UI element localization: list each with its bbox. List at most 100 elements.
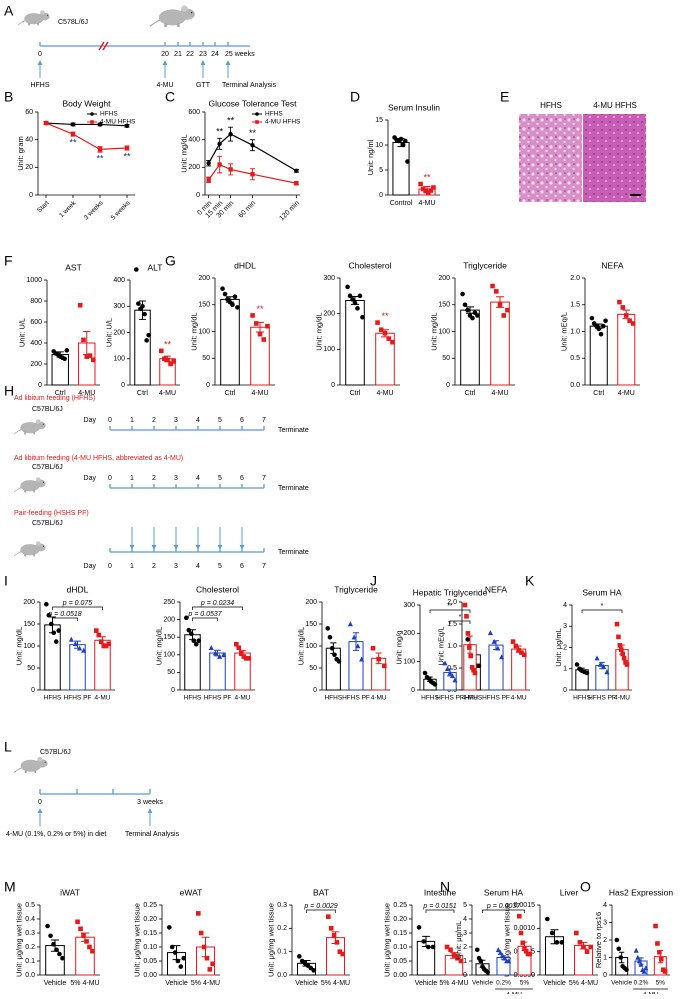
y-tick-label: 0.2 (277, 925, 287, 932)
data-point (46, 612, 52, 618)
data-point (487, 630, 493, 636)
panel-letter: K (525, 573, 535, 589)
data-point (466, 645, 472, 650)
significance-label: ** (123, 151, 131, 161)
day-number: 4 (196, 563, 200, 570)
y-tick-label: 100 (438, 328, 450, 335)
x-tick-label: Ctrl (225, 390, 236, 397)
y-tick-label: 150 (23, 621, 35, 628)
day-number: 5 (218, 417, 222, 424)
chart-title: Hepatic Triglyceride (413, 587, 488, 597)
chart-title: Triglyceride (334, 584, 378, 594)
bar (392, 142, 410, 196)
panel-letter: F (4, 253, 13, 269)
mouse-icon (14, 756, 48, 774)
y-tick-label: 2.0 (570, 275, 580, 282)
day-label: Day (84, 475, 97, 482)
legend-marker (255, 120, 259, 124)
data-point (171, 359, 176, 364)
y-tick-label: 0.3 (25, 930, 35, 937)
data-point (627, 318, 632, 324)
bar (488, 644, 504, 691)
y-tick-label: 0.0 (570, 382, 580, 389)
y-tick-label: 0 (331, 382, 335, 389)
y-tick-label: 4 (603, 902, 607, 909)
data-point (519, 650, 524, 655)
day-number: 2 (152, 475, 156, 482)
data-point (589, 315, 595, 321)
data-point (204, 955, 210, 961)
row-label: Ad libitum feeding (4-MU HFHS, abbreviat… (14, 455, 183, 462)
data-point (332, 652, 337, 658)
y-tick-label: 400 (30, 340, 42, 347)
x-tick-label: Ctrl (593, 390, 604, 397)
data-point (545, 916, 550, 922)
day-number: 5 (218, 475, 222, 482)
data-point (328, 926, 334, 931)
panel-letter: D (350, 89, 360, 105)
x-tick-label: Vehicle (611, 980, 632, 987)
y-tick-label: 100 (305, 643, 317, 650)
data-point (181, 955, 186, 961)
x-tick-label: 4-MU (618, 390, 635, 397)
bar (220, 298, 240, 386)
data-point (159, 348, 164, 354)
y-tick-label: 200 (198, 275, 210, 282)
data-point (54, 947, 59, 953)
data-point (464, 614, 469, 619)
data-point (228, 167, 233, 172)
data-point (206, 160, 211, 166)
data-point (325, 626, 331, 631)
y-axis-label: Unit: ng/ml (366, 139, 375, 175)
tick-label: 20 (161, 51, 169, 58)
data-point (490, 283, 495, 289)
data-point (294, 168, 299, 173)
x-tick-label: HFHS (44, 695, 62, 702)
data-point (497, 302, 503, 308)
y-tick-label: 0.5 (25, 902, 35, 909)
y-axis-label: Unit: mg/dL (429, 312, 438, 350)
comparison-label: p = 0.0037 (486, 903, 521, 910)
data-point (134, 267, 139, 272)
y-tick-label: 1 (603, 954, 607, 961)
data-point (84, 354, 90, 359)
data-point (44, 601, 49, 607)
data-point (616, 634, 621, 640)
tick-label: 22 (186, 51, 194, 58)
panel-letter: O (580, 879, 591, 895)
significance-label: ** (69, 138, 77, 148)
data-point (588, 944, 593, 950)
x-tick-label: 4-MU (371, 695, 387, 702)
data-point (340, 951, 345, 957)
data-point (518, 930, 524, 936)
y-tick-label: 20 (25, 164, 33, 171)
x-tick-label: HFHS PF (342, 695, 370, 702)
data-point (426, 944, 431, 950)
data-point (522, 946, 527, 951)
data-point (70, 122, 76, 127)
day-number: 3 (174, 475, 178, 482)
data-point (418, 181, 423, 187)
data-point (196, 638, 201, 644)
data-point (430, 944, 436, 950)
data-point (465, 637, 471, 642)
y-tick-label: 200 (305, 599, 317, 606)
y-tick-label: 1.5 (570, 302, 580, 309)
x-tick-label: HFHS (421, 695, 439, 702)
y-tick-label: 200 (323, 311, 335, 318)
data-point (94, 628, 99, 633)
data-point (250, 143, 255, 148)
y-tick-label: 200 (438, 275, 450, 282)
data-point (357, 293, 363, 299)
panel-letter: G (165, 253, 176, 269)
data-point (207, 967, 213, 972)
data-point (210, 961, 215, 967)
data-point (624, 662, 630, 667)
data-point (431, 185, 436, 190)
significance-label: ** (381, 311, 389, 321)
data-point (655, 941, 660, 946)
data-point (422, 670, 428, 676)
y-tick-label: 0.20 (143, 916, 157, 923)
x-tick-label: Vehicle (543, 980, 566, 987)
x-tick-label: 4-MU (511, 695, 527, 702)
